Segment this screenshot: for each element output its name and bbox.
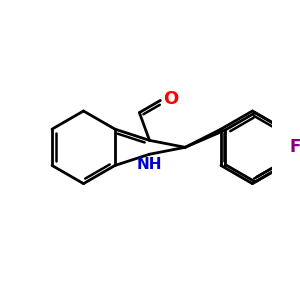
- Text: NH: NH: [137, 157, 162, 172]
- Text: F: F: [289, 138, 300, 156]
- Text: O: O: [163, 90, 178, 108]
